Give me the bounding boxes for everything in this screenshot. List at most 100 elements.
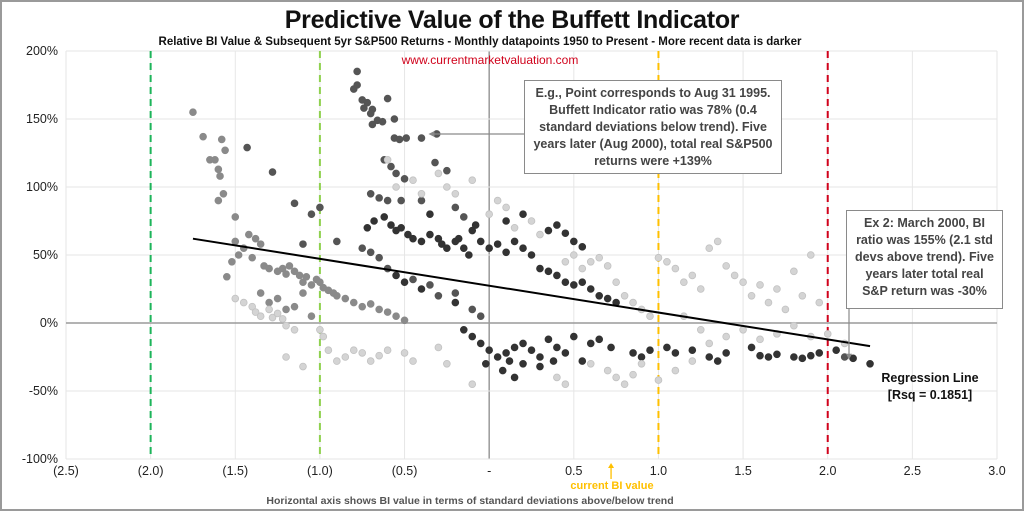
data-point — [468, 176, 477, 185]
data-point — [451, 289, 460, 297]
x-tick-label: (2.0) — [138, 464, 164, 478]
data-point — [268, 168, 277, 176]
data-point — [366, 190, 375, 198]
data-point — [221, 146, 229, 155]
data-point — [476, 339, 485, 348]
data-point — [333, 237, 341, 246]
data-point — [417, 285, 426, 293]
data-point — [781, 305, 790, 314]
data-point — [251, 234, 260, 243]
data-point — [400, 278, 409, 287]
x-axis-caption: Horizontal axis shows BI value in terms … — [266, 495, 674, 507]
data-point — [211, 156, 219, 164]
data-point — [586, 285, 595, 293]
data-point — [815, 349, 824, 357]
data-point — [265, 305, 273, 314]
data-point — [302, 272, 311, 281]
data-point — [375, 305, 383, 314]
data-point — [307, 210, 316, 219]
data-point — [553, 221, 561, 229]
data-point — [383, 156, 392, 164]
data-point — [256, 312, 265, 321]
data-point — [549, 357, 558, 365]
data-point — [397, 196, 405, 205]
data-point — [705, 244, 714, 253]
data-point — [392, 312, 400, 321]
data-point — [349, 346, 358, 355]
y-tick-label: 0% — [40, 316, 58, 330]
data-point — [790, 267, 798, 276]
data-point — [570, 332, 578, 341]
data-point — [510, 373, 519, 382]
data-point — [527, 251, 536, 259]
data-point — [561, 380, 570, 389]
data-point — [646, 346, 654, 355]
data-point — [485, 210, 493, 219]
arrow-head-icon — [428, 131, 435, 137]
data-point — [654, 376, 663, 384]
data-point — [366, 357, 375, 365]
data-point — [307, 281, 316, 289]
data-point — [815, 298, 824, 307]
data-point — [493, 240, 502, 248]
data-point — [519, 359, 527, 368]
data-point — [502, 248, 510, 257]
chart-subtitle: Relative BI Value & Subsequent 5yr S&P50… — [158, 36, 802, 48]
data-point — [375, 351, 383, 360]
data-point — [383, 94, 392, 103]
data-point — [231, 237, 240, 246]
data-point — [349, 298, 358, 307]
data-point — [214, 165, 223, 174]
data-point — [570, 251, 578, 259]
data-point — [454, 234, 463, 243]
x-tick-label: 2.0 — [819, 464, 836, 478]
data-point — [217, 135, 226, 144]
data-point — [278, 315, 287, 323]
data-point — [243, 143, 251, 152]
data-point — [395, 135, 404, 144]
x-tick-label: 1.5 — [734, 464, 751, 478]
data-point — [722, 262, 730, 270]
data-point — [493, 196, 502, 205]
data-point — [806, 251, 815, 259]
data-point — [290, 325, 299, 334]
data-point — [390, 115, 399, 123]
data-point — [620, 291, 629, 300]
data-point — [333, 291, 341, 300]
data-point — [282, 353, 290, 361]
data-point — [578, 357, 587, 365]
data-point — [696, 285, 705, 293]
data-point — [586, 359, 595, 368]
data-point — [234, 251, 243, 259]
data-point — [553, 271, 561, 280]
data-point — [245, 230, 253, 239]
data-point — [366, 300, 375, 308]
data-point — [505, 357, 514, 365]
data-point — [510, 224, 519, 232]
data-point — [527, 346, 536, 355]
data-point — [637, 353, 646, 361]
data-point — [375, 253, 383, 262]
data-point — [333, 357, 341, 365]
data-point — [536, 230, 544, 239]
data-point — [561, 229, 570, 238]
data-point — [578, 264, 587, 273]
data-point — [696, 325, 705, 334]
data-point — [295, 271, 304, 280]
data-point — [451, 298, 460, 307]
data-point — [434, 343, 443, 352]
data-point — [578, 243, 587, 251]
data-point — [290, 267, 299, 276]
y-tick-label: 200% — [26, 44, 58, 58]
data-point — [476, 312, 485, 321]
data-point — [806, 351, 815, 360]
data-point — [722, 332, 730, 341]
data-point — [654, 253, 663, 262]
data-point — [790, 321, 798, 330]
y-tick-label: 150% — [26, 112, 58, 126]
data-point — [392, 271, 400, 280]
data-point — [747, 343, 756, 352]
x-tick-label: 1.0 — [650, 464, 667, 478]
data-point — [536, 353, 544, 361]
